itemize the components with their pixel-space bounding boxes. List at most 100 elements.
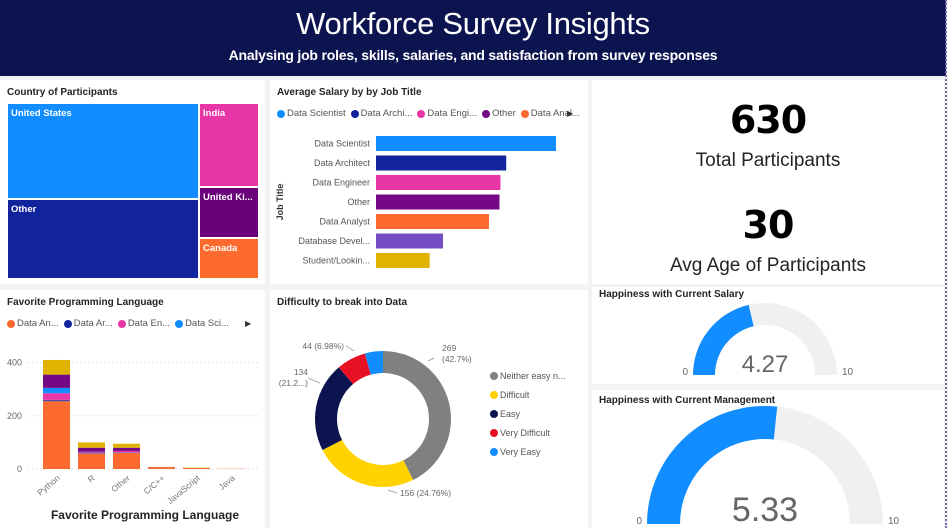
legend-label[interactable]: Difficult xyxy=(500,390,530,400)
legend-marker-icon xyxy=(482,109,491,118)
avg-age-label: Avg Age of Participants xyxy=(669,255,867,276)
management-happiness-gauge-panel[interactable]: Happiness with Current Management 5.33 0 1… xyxy=(592,390,944,528)
gauge-fill xyxy=(647,406,778,524)
legend-item[interactable]: Other xyxy=(482,108,516,119)
stacked-bar-segment[interactable] xyxy=(78,451,105,453)
treemap-tile[interactable]: United States xyxy=(8,104,199,199)
difficulty-chart-title: Difficulty to break into Data xyxy=(277,297,408,308)
x-tick-label: Java xyxy=(217,473,237,492)
stacked-bar-segment[interactable] xyxy=(113,447,140,451)
stacked-bar-segment[interactable] xyxy=(78,442,105,448)
stacked-bar-segment[interactable] xyxy=(183,467,210,469)
legend-item[interactable]: Data Archi... xyxy=(350,108,413,119)
salary-happiness-gauge: 4.27 0 10 xyxy=(682,303,854,378)
x-axis-title: Favorite Programming Language xyxy=(51,508,239,522)
legend-item[interactable]: Data Ar... xyxy=(63,318,113,329)
stacked-bar-segment[interactable] xyxy=(78,452,105,454)
donut-data-label: 269 xyxy=(442,343,456,353)
legend-label[interactable]: Neither easy n... xyxy=(500,371,566,381)
stacked-bar-segment[interactable] xyxy=(78,453,105,469)
donut-data-label: (21.2...) xyxy=(279,378,308,388)
category-label: Data Analyst xyxy=(319,217,370,227)
donut-data-label: 44 (6.98%) xyxy=(302,341,344,351)
donut-data-label: 156 (24.76%) xyxy=(400,488,451,498)
treemap-tile[interactable]: Canada xyxy=(200,238,258,278)
donut-slice[interactable] xyxy=(364,351,383,375)
legend-marker-icon xyxy=(490,391,498,399)
stacked-bar-segment[interactable] xyxy=(43,374,70,388)
legend-item[interactable]: Data Sci... xyxy=(175,318,229,329)
x-tick-label: R xyxy=(86,473,97,485)
stacked-bar-segment[interactable] xyxy=(113,443,140,448)
report-title: Workforce Survey Insights xyxy=(296,6,650,41)
management-gauge-title: Happiness with Current Management xyxy=(599,395,776,406)
legend-label: Data Sci... xyxy=(185,318,229,329)
management-happiness-gauge: 5.33 0 10 xyxy=(636,406,900,528)
treemap-tile[interactable]: Other xyxy=(8,200,199,278)
language-chart-title: Favorite Programming Language xyxy=(7,297,164,308)
x-tick-label: Other xyxy=(109,473,132,494)
leader-line xyxy=(427,357,435,362)
stacked-bar-segment[interactable] xyxy=(43,401,70,469)
stacked-bar-segment[interactable] xyxy=(43,400,70,402)
difficulty-chart-panel[interactable]: Difficulty to break into Data 269 (42.7%)… xyxy=(270,290,588,528)
legend-item[interactable]: Data An... xyxy=(7,318,59,329)
salary-chart-title: Average Salary by by Job Title xyxy=(277,87,422,98)
donut-slice[interactable] xyxy=(322,439,414,487)
report-header: Workforce Survey Insights Analysing job … xyxy=(0,0,946,76)
country-treemap-panel[interactable]: Country of Participants United States Oth… xyxy=(0,80,265,284)
salary-bar[interactable] xyxy=(376,175,501,190)
stacked-bar-segment[interactable] xyxy=(113,453,140,469)
salary-bar[interactable] xyxy=(376,136,556,151)
legend-item[interactable]: Data Anal... xyxy=(520,108,580,119)
legend-next-arrow-icon[interactable]: ▶ xyxy=(567,109,574,118)
salary-chart-panel[interactable]: Average Salary by by Job Title Data Scie… xyxy=(270,80,588,284)
legend-label: Data Archi... xyxy=(360,108,413,119)
gauge-fill xyxy=(693,304,754,375)
legend-label: Data Scientist xyxy=(287,108,346,119)
treemap-tile[interactable]: United Ki... xyxy=(200,187,258,237)
stacked-bar-segment[interactable] xyxy=(43,399,70,401)
salary-happiness-gauge-panel[interactable]: Happiness with Current Salary 4.27 0 10 xyxy=(592,287,944,384)
legend-label[interactable]: Easy xyxy=(500,409,521,419)
stacked-bar-segment[interactable] xyxy=(43,359,70,375)
legend-marker-icon xyxy=(63,319,72,328)
donut-slice[interactable] xyxy=(383,351,451,480)
legend-marker-icon xyxy=(277,109,285,118)
gauge-max-label: 10 xyxy=(888,516,900,527)
language-chart-panel[interactable]: Favorite Programming Language Data An...… xyxy=(0,290,265,528)
gauge-max-label: 10 xyxy=(842,367,854,378)
category-label: Database Devel... xyxy=(298,236,370,246)
gauge-value: 5.33 xyxy=(732,491,798,528)
difficulty-donut-chart: 269(42.7%) 156 (24.76%) 134(21.2...) 44 (6.… xyxy=(279,341,566,498)
legend-item[interactable]: Data En... xyxy=(117,318,170,329)
stacked-bar-segment[interactable] xyxy=(78,447,105,452)
legend-label[interactable]: Very Difficult xyxy=(500,428,550,438)
salary-bar[interactable] xyxy=(376,214,489,229)
salary-bar[interactable] xyxy=(376,155,507,171)
legend-marker-icon xyxy=(350,109,359,118)
treemap-tile[interactable]: India xyxy=(200,104,258,186)
page-boundary-line xyxy=(945,0,947,528)
legend-label[interactable]: Very Easy xyxy=(500,447,541,457)
total-participants-value: 630 xyxy=(729,98,807,142)
legend-next-arrow-icon[interactable]: ▶ xyxy=(245,319,252,328)
stacked-bar-segment[interactable] xyxy=(43,387,70,394)
stacked-bar-segment[interactable] xyxy=(43,393,70,400)
stacked-bar-segment[interactable] xyxy=(113,452,140,453)
leader-line xyxy=(307,377,321,384)
salary-bar[interactable] xyxy=(376,194,500,210)
legend-item[interactable]: Data Engi... xyxy=(417,108,477,119)
stacked-bar-segment[interactable] xyxy=(113,450,140,453)
stacked-bar-segment[interactable] xyxy=(148,467,175,469)
donut-slice[interactable] xyxy=(315,367,354,451)
legend-marker-icon xyxy=(490,372,498,380)
legend-marker-icon xyxy=(7,319,15,328)
gauge-min-label: 0 xyxy=(636,516,642,527)
y-tick-label: 200 xyxy=(7,411,22,421)
salary-bar[interactable] xyxy=(376,233,444,249)
salary-bar[interactable] xyxy=(376,253,430,268)
legend-item[interactable]: Data Scientist xyxy=(277,108,346,119)
donut-slice[interactable] xyxy=(338,353,371,385)
